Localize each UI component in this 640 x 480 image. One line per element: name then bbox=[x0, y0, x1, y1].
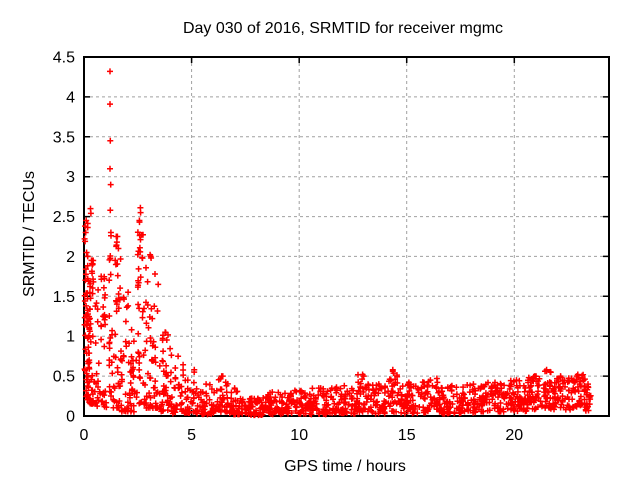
y-tick-label: 1.5 bbox=[53, 289, 75, 306]
y-tick-label: 0 bbox=[66, 409, 75, 426]
y-axis-label: SRMTID / TECUs bbox=[21, 171, 38, 297]
y-tick-label: 1 bbox=[66, 329, 75, 346]
x-tick-label: 5 bbox=[187, 427, 196, 444]
y-tick-label: 4.5 bbox=[53, 50, 75, 67]
y-tick-label: 0.5 bbox=[53, 369, 75, 386]
y-tick-label: 4 bbox=[66, 89, 75, 106]
chart-title: Day 030 of 2016, SRMTID for receiver mgm… bbox=[183, 20, 503, 37]
x-axis-label: GPS time / hours bbox=[284, 458, 406, 475]
y-tick-label: 2.5 bbox=[53, 209, 75, 226]
x-tick-label: 15 bbox=[398, 427, 416, 444]
x-tick-label: 10 bbox=[290, 427, 308, 444]
y-tick-label: 3.5 bbox=[53, 129, 75, 146]
y-tick-label: 2 bbox=[66, 249, 75, 266]
y-tick-labels: 0 0.5 1 1.5 2 2.5 3 3.5 4 4.5 bbox=[53, 50, 75, 426]
x-tick-label: 20 bbox=[505, 427, 523, 444]
x-tick-label: 0 bbox=[80, 427, 89, 444]
scatter-points bbox=[81, 68, 594, 419]
x-tick-labels: 0 5 10 15 20 bbox=[80, 427, 524, 444]
y-tick-label: 3 bbox=[66, 169, 75, 186]
